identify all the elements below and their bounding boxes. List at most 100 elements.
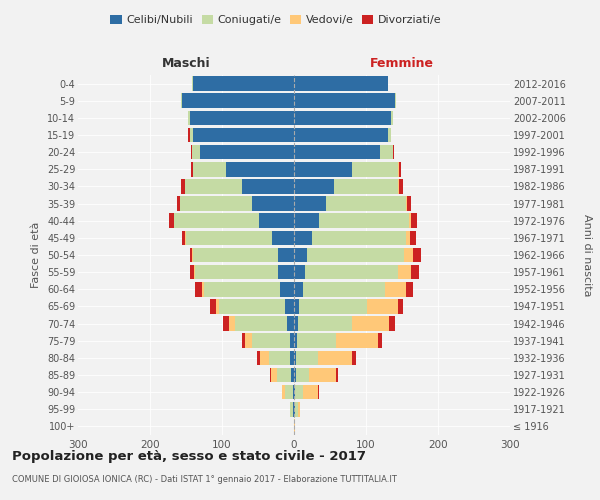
Text: Femmine: Femmine: [370, 57, 434, 70]
Bar: [309, 368, 337, 382]
Bar: [294, 248, 307, 262]
Bar: [352, 162, 398, 176]
Bar: [380, 145, 394, 160]
Bar: [242, 179, 294, 194]
Bar: [378, 334, 382, 348]
Bar: [291, 368, 294, 382]
Bar: [185, 179, 242, 194]
Bar: [176, 196, 180, 211]
Bar: [406, 282, 413, 296]
Bar: [200, 145, 294, 160]
Bar: [269, 350, 290, 365]
Text: Maschi: Maschi: [161, 57, 211, 70]
Bar: [287, 316, 294, 331]
Bar: [190, 128, 193, 142]
Bar: [169, 214, 175, 228]
Bar: [294, 179, 334, 194]
Bar: [334, 179, 398, 194]
Bar: [193, 162, 226, 176]
Bar: [406, 196, 407, 211]
Bar: [412, 265, 419, 280]
Bar: [181, 179, 185, 194]
Bar: [302, 282, 385, 296]
Bar: [318, 350, 352, 365]
Bar: [193, 128, 294, 142]
Bar: [193, 76, 294, 91]
Bar: [245, 334, 252, 348]
Bar: [367, 299, 398, 314]
Bar: [412, 214, 417, 228]
Bar: [413, 248, 421, 262]
Bar: [294, 76, 388, 91]
Bar: [252, 334, 290, 348]
Bar: [398, 265, 412, 280]
Bar: [210, 299, 215, 314]
Bar: [410, 230, 416, 245]
Bar: [181, 94, 182, 108]
Bar: [294, 385, 295, 400]
Bar: [271, 368, 277, 382]
Bar: [180, 196, 252, 211]
Bar: [312, 230, 406, 245]
Bar: [185, 230, 186, 245]
Bar: [196, 265, 278, 280]
Bar: [283, 385, 286, 400]
Bar: [305, 265, 398, 280]
Bar: [204, 282, 280, 296]
Bar: [337, 334, 378, 348]
Text: Popolazione per età, sesso e stato civile - 2017: Popolazione per età, sesso e stato civil…: [12, 450, 366, 463]
Bar: [391, 110, 392, 125]
Bar: [294, 368, 296, 382]
Bar: [286, 299, 294, 314]
Bar: [192, 145, 200, 160]
Bar: [219, 299, 286, 314]
Bar: [296, 350, 318, 365]
Text: COMUNE DI GIOIOSA IONICA (RC) - Dati ISTAT 1° gennaio 2017 - Elaborazione TUTTIT: COMUNE DI GIOIOSA IONICA (RC) - Dati IST…: [12, 475, 397, 484]
Bar: [190, 248, 193, 262]
Bar: [294, 128, 388, 142]
Bar: [278, 265, 294, 280]
Bar: [389, 316, 395, 331]
Legend: Celibi/Nubili, Coniugati/e, Vedovi/e, Divorziati/e: Celibi/Nubili, Coniugati/e, Vedovi/e, Di…: [106, 10, 446, 30]
Bar: [277, 368, 291, 382]
Bar: [191, 145, 192, 160]
Bar: [298, 316, 352, 331]
Bar: [326, 196, 406, 211]
Bar: [235, 316, 287, 331]
Bar: [352, 316, 389, 331]
Bar: [294, 419, 295, 434]
Bar: [296, 368, 309, 382]
Bar: [223, 316, 229, 331]
Bar: [294, 299, 299, 314]
Bar: [398, 179, 399, 194]
Bar: [307, 248, 404, 262]
Bar: [229, 316, 235, 331]
Bar: [286, 385, 293, 400]
Bar: [215, 299, 219, 314]
Bar: [395, 94, 396, 108]
Y-axis label: Fasce di età: Fasce di età: [31, 222, 41, 288]
Bar: [260, 350, 269, 365]
Bar: [293, 385, 294, 400]
Bar: [294, 196, 326, 211]
Bar: [294, 145, 380, 160]
Bar: [295, 402, 298, 416]
Bar: [409, 214, 412, 228]
Bar: [385, 282, 406, 296]
Bar: [406, 230, 410, 245]
Bar: [272, 230, 294, 245]
Bar: [194, 265, 196, 280]
Bar: [398, 299, 403, 314]
Bar: [388, 128, 391, 142]
Bar: [290, 334, 294, 348]
Bar: [290, 350, 294, 365]
Bar: [294, 350, 296, 365]
Bar: [399, 162, 401, 176]
Bar: [294, 110, 391, 125]
Bar: [290, 402, 293, 416]
Bar: [294, 162, 352, 176]
Bar: [293, 402, 294, 416]
Bar: [294, 334, 297, 348]
Bar: [407, 196, 410, 211]
Bar: [193, 248, 278, 262]
